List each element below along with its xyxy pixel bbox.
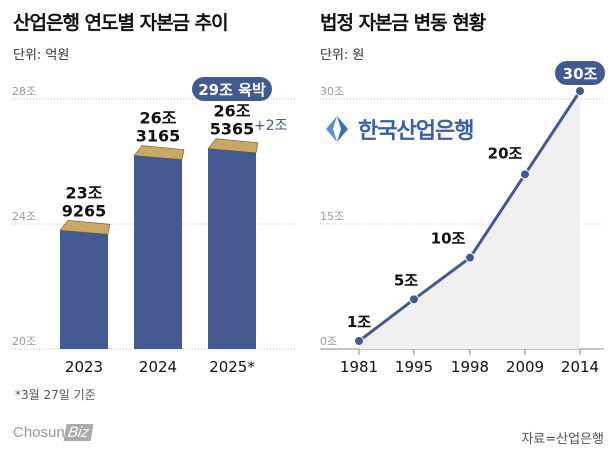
x-tick-label: 1981 [340,358,378,376]
bar-value-label: 23조 [66,183,103,202]
x-tick-label: 2024 [139,358,177,376]
y-tick-label: 30조 [320,85,344,98]
data-point [520,169,530,180]
bar-value-label: 5365 [210,120,255,139]
data-label: 30조 [563,65,598,83]
y-tick-label: 15조 [320,210,344,223]
bank-logo-text: 한국산업은행 [358,119,474,144]
x-tick-label: 2009 [506,358,544,376]
footnote: *3월 27일 기준 [15,388,96,402]
data-point [575,86,585,96]
data-label: 20조 [488,144,523,162]
data-point [354,336,364,346]
area-fill [359,91,580,349]
y-tick-label: 24조 [12,210,36,223]
x-tick-label: 2023 [65,358,103,376]
kdb-logo-icon [326,116,348,142]
annotation-badge-text: 29조 육박 [198,81,266,99]
x-tick-label: 1998 [451,358,489,376]
data-label-badge [555,61,605,85]
x-tick-label: 1995 [395,358,433,376]
chosunbiz-logo: Chosun Biz [13,424,94,441]
money-stack-icon [59,219,111,235]
right-chart-unit: 단위: 원 [320,48,365,63]
bar-value-label: 26조 [140,109,177,128]
y-tick-label: 20조 [12,335,36,348]
source: 자료=산업은행 [521,432,604,447]
data-point [465,252,475,263]
bar [60,230,108,349]
annotation-badge [192,77,272,101]
data-point [409,294,419,305]
bank-logo: 한국산업은행 [322,113,474,145]
bar-value-label: 3165 [136,127,181,146]
money-stack-icon [207,138,259,154]
right-chart-title: 법정 자본금 변동 현황 [320,12,486,34]
x-tick-label: 2025* [209,358,255,376]
x-tick-label: 2014 [561,358,599,376]
data-label: 10조 [431,230,466,248]
money-stack-icon [133,145,185,160]
bar-value-label: 9265 [62,201,107,220]
bar-value-label: 26조 [214,102,251,121]
bar [208,148,256,349]
data-label: 1조 [347,313,371,331]
left-chart-unit: 단위: 억원 [13,48,70,63]
bar [134,155,182,349]
left-chart-title: 산업은행 연도별 자본금 추이 [13,12,229,34]
annotation-delta: +2조 [254,118,288,134]
y-tick-label: 0조 [320,335,337,348]
data-label: 5조 [394,271,418,289]
y-tick-label: 28조 [12,85,36,98]
